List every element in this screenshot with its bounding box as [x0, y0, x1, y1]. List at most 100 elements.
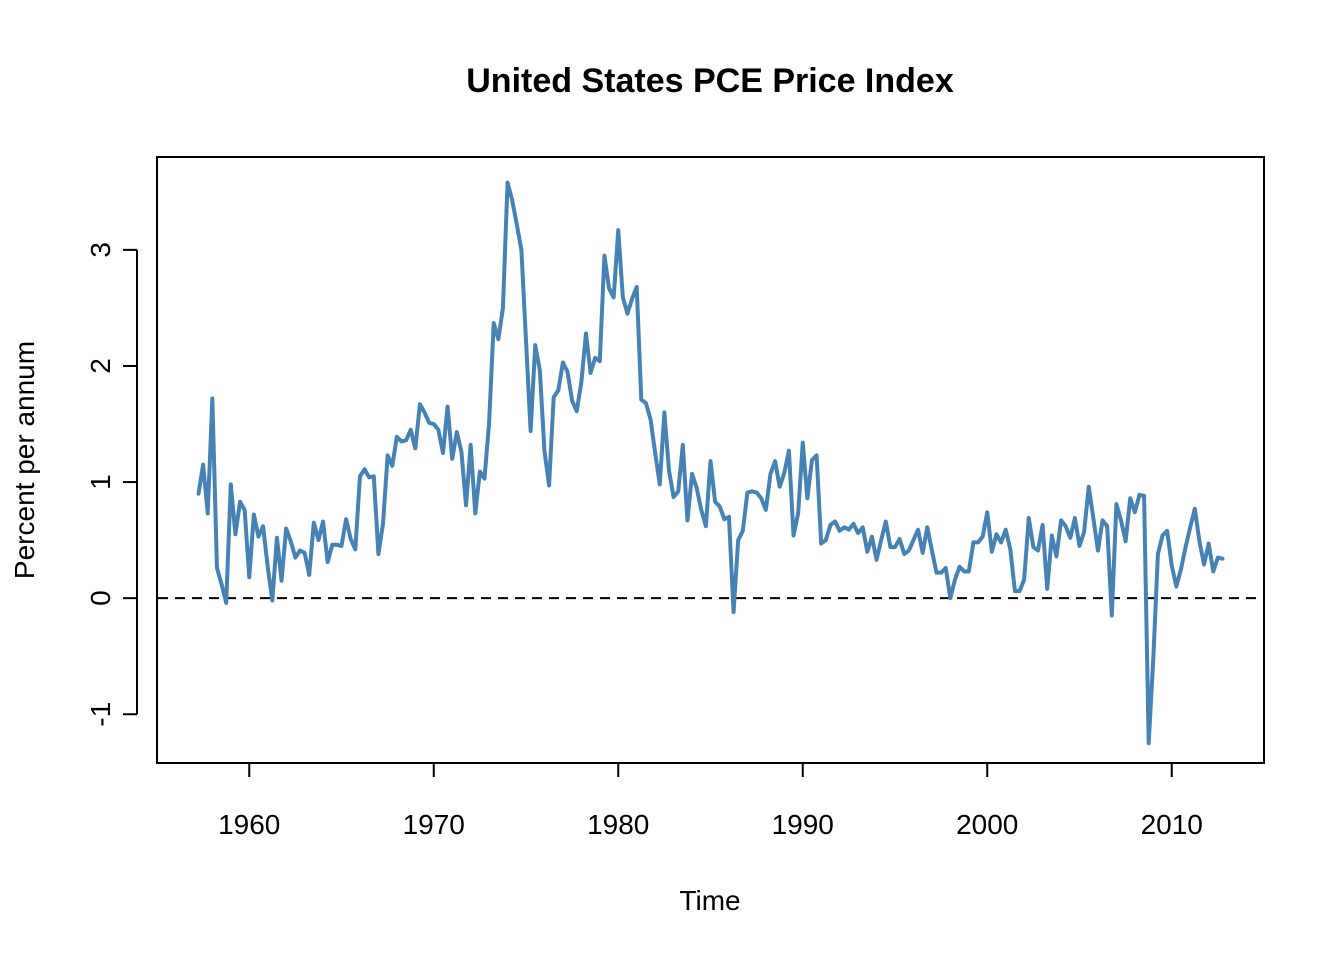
data-point — [436, 428, 440, 432]
data-point — [736, 538, 740, 542]
data-point — [861, 525, 865, 529]
data-point — [423, 410, 427, 414]
x-tick-label: 1980 — [587, 809, 649, 840]
data-point — [321, 520, 325, 524]
data-point — [1161, 533, 1165, 537]
data-point — [598, 359, 602, 363]
data-point — [206, 511, 210, 515]
data-point — [847, 528, 851, 532]
data-point — [390, 464, 394, 468]
data-point — [1207, 542, 1211, 546]
data-point — [215, 566, 219, 570]
data-point — [1068, 536, 1072, 540]
data-point — [1197, 539, 1201, 543]
data-point — [220, 582, 224, 586]
data-point — [441, 451, 445, 455]
data-point — [566, 370, 570, 374]
x-axis: 1960 1970 1980 1990 2000 2010 — [218, 762, 1203, 840]
data-point — [519, 248, 523, 252]
data-point — [367, 475, 371, 479]
data-point — [349, 537, 353, 541]
data-point — [778, 485, 782, 489]
data-point — [819, 542, 823, 546]
data-point — [584, 331, 588, 335]
y-tick-label: -1 — [85, 702, 116, 727]
data-point — [865, 550, 869, 554]
data-point — [1170, 564, 1174, 568]
data-point — [935, 571, 939, 575]
data-point — [695, 486, 699, 490]
x-tick-label: 2010 — [1141, 809, 1203, 840]
series-line-pce — [196, 180, 1225, 746]
data-point — [224, 601, 228, 605]
data-point — [552, 395, 556, 399]
data-point — [630, 297, 634, 301]
data-point — [1156, 552, 1160, 556]
data-point — [607, 286, 611, 290]
data-point — [524, 338, 528, 342]
data-point — [851, 522, 855, 526]
data-point — [1096, 549, 1100, 553]
data-point — [1188, 525, 1192, 529]
data-point — [653, 451, 657, 455]
data-point — [243, 508, 247, 512]
data-point — [1064, 524, 1068, 528]
data-point — [201, 463, 205, 467]
data-point — [1124, 539, 1128, 543]
data-point — [810, 458, 814, 462]
data-point — [229, 482, 233, 486]
data-point — [1165, 529, 1169, 533]
data-point — [699, 508, 703, 512]
data-point — [888, 545, 892, 549]
data-point — [533, 343, 537, 347]
data-point — [884, 520, 888, 524]
data-point — [681, 443, 685, 447]
data-point — [289, 539, 293, 543]
data-point — [399, 439, 403, 443]
data-point — [667, 468, 671, 472]
data-point — [759, 496, 763, 500]
data-point — [1082, 530, 1086, 534]
data-point — [1018, 589, 1022, 593]
data-point — [1008, 547, 1012, 551]
data-point — [395, 435, 399, 439]
data-point — [718, 504, 722, 508]
data-point — [838, 529, 842, 533]
data-point — [939, 571, 943, 575]
y-tick-label: 1 — [85, 474, 116, 490]
data-point — [662, 410, 666, 414]
data-point — [1045, 587, 1049, 591]
data-point — [284, 526, 288, 530]
data-point — [1054, 554, 1058, 558]
data-point — [1119, 518, 1123, 522]
data-point — [1105, 524, 1109, 528]
data-point — [967, 569, 971, 573]
data-point — [450, 457, 454, 461]
data-point — [1078, 544, 1081, 548]
data-point — [340, 544, 343, 548]
data-point — [1128, 496, 1132, 500]
data-point — [487, 421, 491, 425]
data-point — [971, 540, 975, 544]
data-point — [625, 312, 629, 316]
data-point — [1133, 510, 1137, 514]
data-point — [635, 285, 639, 289]
data-point — [247, 575, 251, 579]
data-point — [506, 181, 510, 185]
data-point — [1087, 485, 1091, 489]
data-point — [432, 422, 436, 426]
data-point — [381, 522, 385, 526]
data-point — [985, 510, 989, 514]
data-point — [1216, 556, 1220, 560]
data-point — [376, 552, 380, 556]
data-point — [1041, 523, 1045, 527]
data-point — [312, 521, 316, 525]
data-point — [1179, 567, 1183, 571]
data-point — [261, 524, 265, 528]
y-axis: -1 0 1 2 3 — [85, 242, 138, 727]
y-tick-label: 0 — [85, 590, 116, 606]
data-point — [815, 453, 819, 457]
data-point — [1211, 569, 1215, 573]
data-point — [612, 295, 616, 299]
data-point — [210, 396, 214, 400]
